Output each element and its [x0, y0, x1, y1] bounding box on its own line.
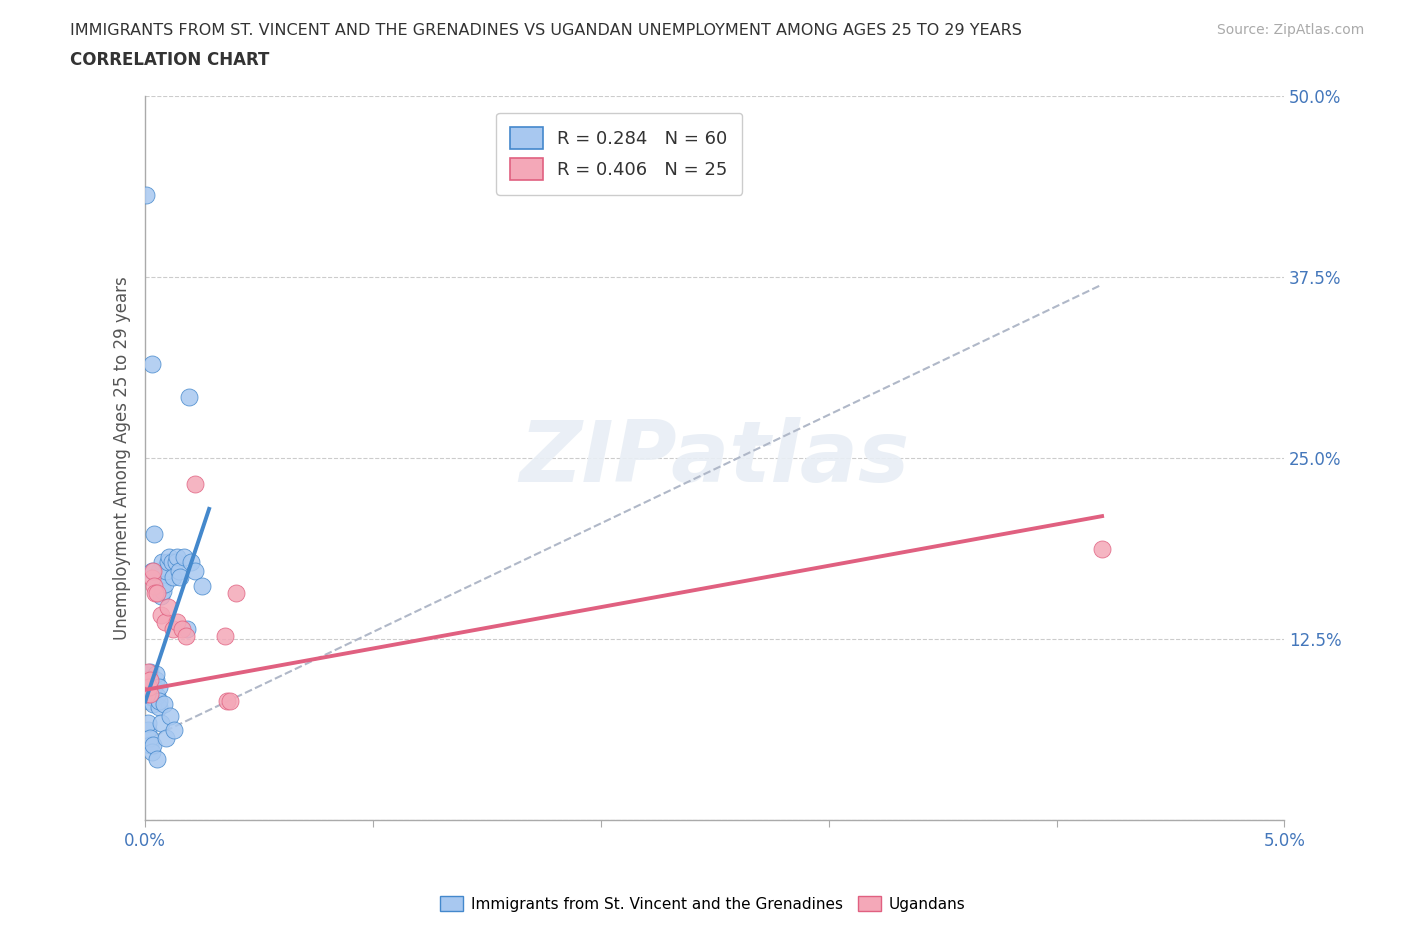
Point: [148, 564, 170, 578]
Point: [150, 578, 173, 593]
Text: CORRELATION CHART: CORRELATION CHART: [70, 51, 270, 69]
Point: [136, 723, 159, 737]
Point: [142, 564, 165, 578]
Point: [136, 675, 159, 690]
Point: [214, 629, 236, 644]
Point: [145, 667, 167, 682]
Y-axis label: Unemployment Among Ages 25 to 29 years: Unemployment Among Ages 25 to 29 years: [114, 276, 131, 640]
Point: [218, 694, 240, 709]
Point: [157, 600, 180, 615]
Point: [217, 694, 239, 709]
Point: [157, 550, 180, 565]
Point: [152, 697, 174, 711]
Point: [152, 555, 174, 570]
Point: [145, 751, 167, 766]
Text: ZIPatlas: ZIPatlas: [520, 417, 910, 499]
Point: [157, 555, 180, 570]
Point: [155, 615, 177, 630]
Point: [135, 668, 157, 683]
Point: [184, 477, 207, 492]
Point: [155, 730, 177, 745]
Point: [139, 730, 162, 745]
Point: [143, 578, 166, 593]
Point: [162, 621, 184, 636]
Point: [142, 686, 165, 701]
Point: [139, 665, 162, 680]
Point: [160, 555, 183, 570]
Point: [146, 574, 169, 589]
Point: [138, 668, 160, 683]
Legend: Immigrants from St. Vincent and the Grenadines, Ugandans: Immigrants from St. Vincent and the Gren…: [434, 889, 972, 918]
Point: [148, 694, 170, 709]
Point: [165, 555, 187, 570]
Legend: R = 0.284   N = 60, R = 0.406   N = 25: R = 0.284 N = 60, R = 0.406 N = 25: [496, 113, 742, 194]
Point: [176, 621, 198, 636]
Point: [155, 564, 177, 578]
Point: [169, 569, 191, 584]
Point: [141, 571, 163, 586]
Point: [136, 665, 159, 680]
Point: [170, 621, 193, 636]
Point: [163, 723, 186, 737]
Point: [136, 683, 159, 698]
Point: [143, 680, 166, 695]
Point: [136, 716, 159, 731]
Point: [136, 686, 159, 701]
Point: [155, 577, 177, 591]
Point: [141, 745, 163, 760]
Point: [162, 569, 184, 584]
Point: [139, 737, 162, 752]
Point: [166, 615, 188, 630]
Point: [225, 585, 247, 600]
Text: IMMIGRANTS FROM ST. VINCENT AND THE GRENADINES VS UGANDAN UNEMPLOYMENT AMONG AGE: IMMIGRANTS FROM ST. VINCENT AND THE GREN…: [70, 23, 1022, 38]
Point: [150, 716, 173, 731]
Point: [177, 390, 200, 405]
Point: [145, 672, 167, 687]
Point: [139, 672, 162, 687]
Point: [143, 526, 166, 541]
Point: [142, 737, 165, 752]
Point: [139, 685, 162, 700]
Point: [135, 680, 157, 695]
Point: [184, 564, 207, 578]
Point: [145, 585, 167, 600]
Point: [141, 564, 163, 578]
Point: [149, 607, 172, 622]
Point: [1091, 542, 1114, 557]
Point: [166, 550, 188, 565]
Point: [141, 357, 163, 372]
Point: [136, 680, 159, 695]
Point: [142, 697, 165, 711]
Point: [152, 569, 174, 584]
Point: [141, 690, 163, 705]
Point: [135, 672, 157, 687]
Point: [152, 584, 174, 599]
Point: [167, 564, 190, 578]
Point: [149, 589, 172, 604]
Text: Source: ZipAtlas.com: Source: ZipAtlas.com: [1216, 23, 1364, 37]
Point: [145, 688, 167, 703]
Point: [173, 550, 195, 565]
Point: [191, 578, 214, 593]
Point: [138, 680, 160, 695]
Point: [159, 709, 181, 724]
Point: [180, 555, 202, 570]
Point: [148, 699, 170, 714]
Point: [136, 690, 159, 705]
Point: [139, 672, 162, 687]
Point: [141, 678, 163, 693]
Point: [135, 187, 157, 202]
Point: [139, 686, 162, 701]
Point: [138, 694, 160, 709]
Point: [148, 680, 170, 695]
Point: [176, 629, 198, 644]
Point: [143, 585, 166, 600]
